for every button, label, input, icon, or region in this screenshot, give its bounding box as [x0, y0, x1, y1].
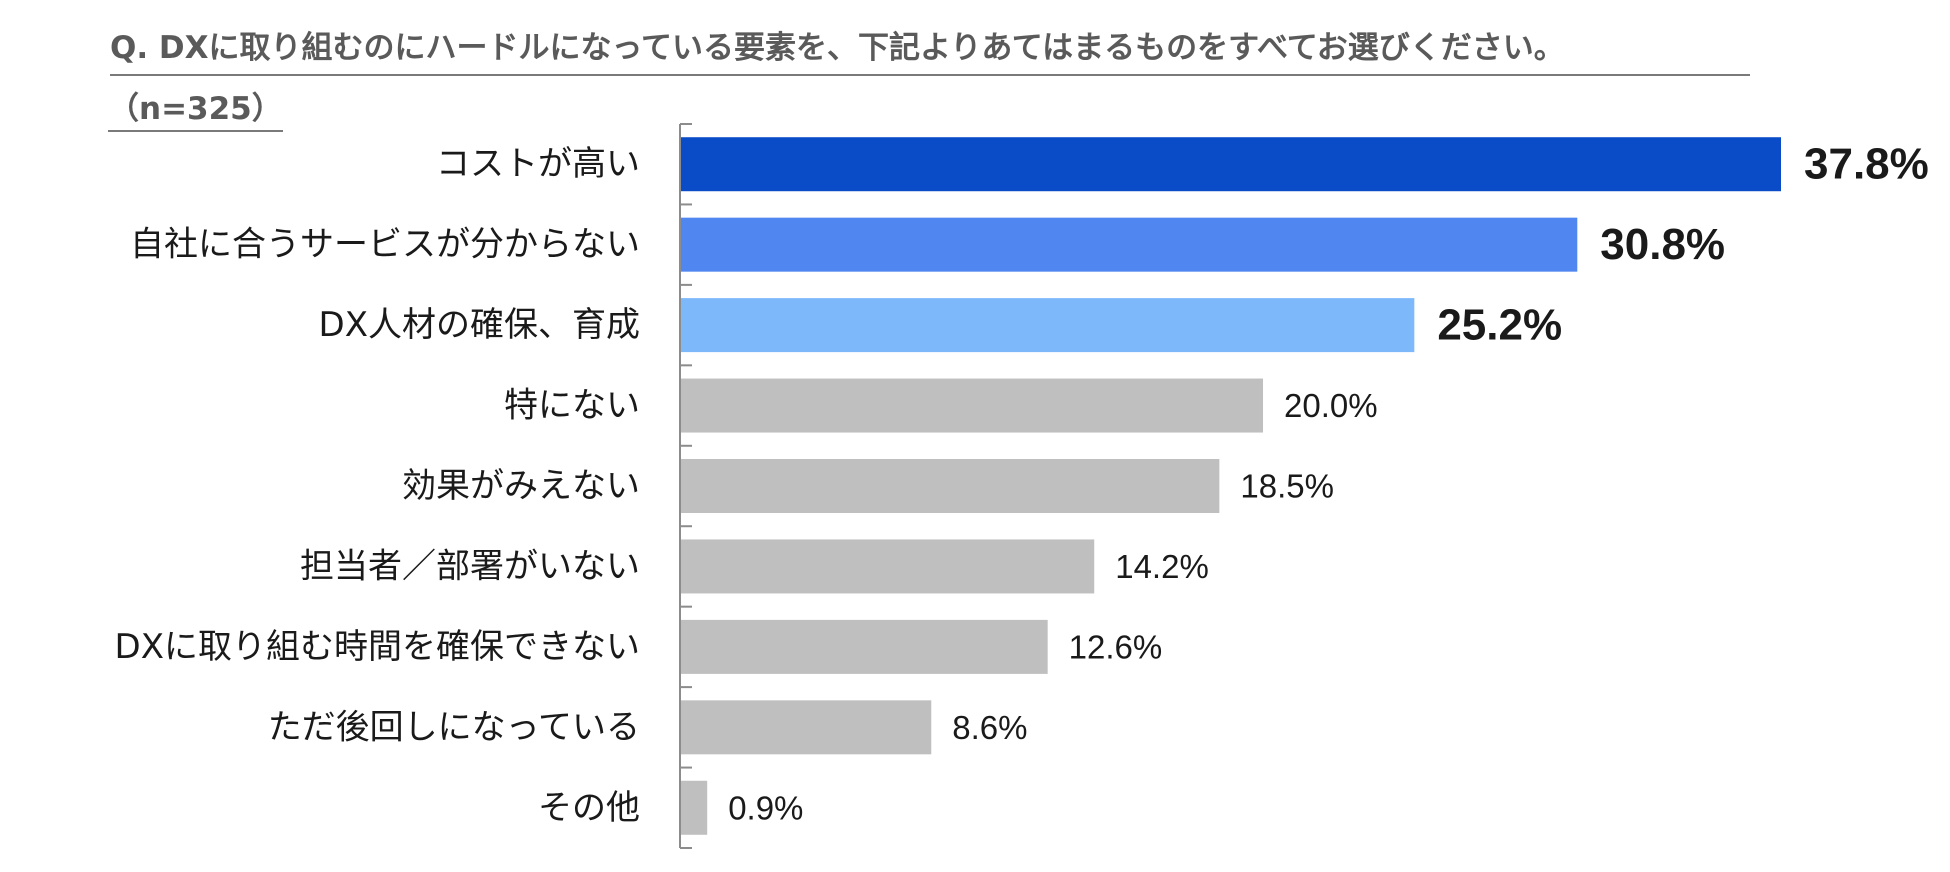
bar: [681, 378, 1264, 433]
axis-layer: [679, 123, 692, 849]
data-label: 0.9%: [728, 789, 803, 826]
bar: [681, 619, 1048, 674]
category-label: DX人材の確保、育成: [319, 305, 640, 345]
data-label: 12.6%: [1069, 628, 1163, 665]
sample-size-label: （n=325）: [108, 90, 283, 132]
chart-question-title: Q. DXに取り組むのにハードルになっている要素を、下記よりあてはまるものをすべ…: [110, 28, 1750, 76]
category-label: DXに取り組む時間を確保できない: [115, 627, 640, 667]
bar: [681, 298, 1415, 353]
bar: [681, 217, 1578, 272]
bar: [681, 700, 932, 755]
data-label: 14.2%: [1115, 548, 1209, 585]
bar: [681, 459, 1220, 513]
data-label: 18.5%: [1240, 468, 1334, 505]
bar: [681, 137, 1781, 192]
category-label: コストが高い: [436, 144, 640, 184]
data-label: 30.8%: [1600, 220, 1725, 269]
data-label: 8.6%: [952, 709, 1027, 746]
bar: [681, 539, 1095, 594]
bar: [681, 780, 708, 835]
category-label: その他: [538, 788, 640, 828]
data-label: 20.0%: [1284, 387, 1378, 424]
bars-layer: [681, 137, 1781, 835]
category-label: 特にない: [504, 386, 640, 426]
category-label: 効果がみえない: [402, 466, 640, 506]
data-label: 25.2%: [1437, 301, 1562, 350]
category-label: 自社に合うサービスが分からない: [130, 225, 640, 265]
category-label: 担当者／部署がいない: [300, 546, 640, 586]
labels-layer: コストが高い 37.8% 自社に合うサービスが分からない 30.8% DX人材の確保、育…: [115, 140, 1929, 828]
category-label: ただ後回しになっている: [268, 707, 640, 747]
data-label: 37.8%: [1804, 140, 1929, 189]
